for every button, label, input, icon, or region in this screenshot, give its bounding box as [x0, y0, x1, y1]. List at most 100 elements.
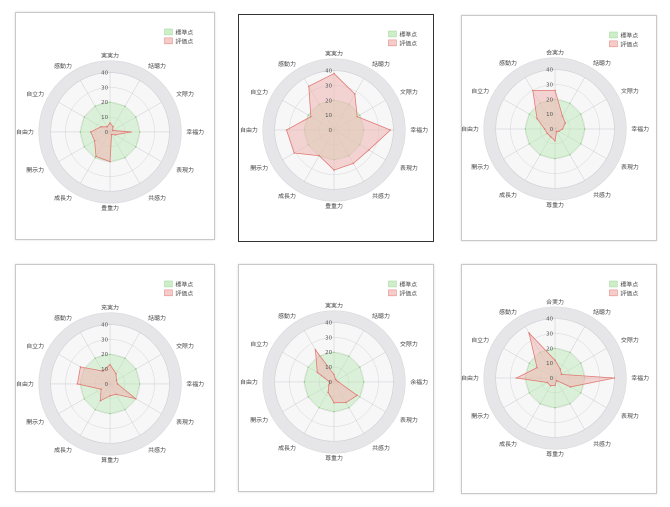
- evaluation-point: [554, 359, 556, 361]
- axis-label: 表現力: [621, 412, 639, 420]
- axis-label: 実実力: [325, 50, 343, 58]
- axis-label: 感動力: [499, 59, 517, 67]
- standard-point: [528, 362, 531, 364]
- evaluation-point: [110, 133, 113, 136]
- evaluation-point: [130, 131, 132, 133]
- evaluation-point: [134, 397, 137, 400]
- legend-standard-label: 標準点: [175, 28, 193, 36]
- radar-chart-panel-1: 0 10 20 30 40 実実力 話聴力 文際力 幸福力 表現力 共感力 豊重力 成長力 開示力 自由力 自…: [15, 12, 215, 240]
- evaluation-point: [531, 89, 534, 92]
- standard-point: [579, 113, 582, 115]
- standard-point: [528, 392, 531, 394]
- axis-label: 共感力: [148, 194, 166, 202]
- evaluation-point: [334, 378, 337, 381]
- radial-tick-label: 10: [101, 115, 108, 121]
- evaluation-point: [89, 131, 92, 133]
- axis-label: 自由力: [462, 125, 479, 133]
- axis-label: 成長力: [278, 444, 296, 452]
- evaluation-point: [106, 126, 108, 128]
- radial-tick-label: 20: [325, 98, 332, 104]
- standard-point: [539, 402, 541, 405]
- standard-point: [109, 101, 111, 104]
- evaluation-point: [310, 115, 312, 118]
- axis-label: 幸福力: [186, 380, 204, 388]
- legend-standard-swatch: [609, 31, 618, 39]
- radial-tick-label: 40: [325, 69, 332, 75]
- radial-tick-label: 0: [105, 382, 109, 388]
- evaluation-point: [549, 384, 552, 387]
- axis-label: 話聴力: [593, 308, 611, 316]
- radial-tick-label: 30: [325, 335, 332, 341]
- standard-point: [579, 143, 582, 145]
- axis-label: 表現力: [400, 416, 418, 424]
- evaluation-point: [115, 372, 117, 375]
- axis-label: 尊重力: [546, 450, 564, 458]
- standard-point: [307, 114, 310, 116]
- evaluation-point: [356, 394, 358, 397]
- standard-point: [134, 145, 137, 148]
- axis-label: 開示力: [250, 164, 268, 172]
- standard-point: [362, 381, 365, 383]
- axis-label: 表現力: [176, 418, 194, 426]
- standard-point: [138, 383, 141, 385]
- legend-evaluation-swatch: [388, 289, 397, 297]
- evaluation-point: [100, 126, 102, 128]
- legend-evaluation-label: 評価点: [620, 289, 638, 297]
- axis-label: 話聴力: [593, 59, 611, 67]
- axis-label: 話聴力: [372, 60, 390, 68]
- standard-point: [307, 366, 310, 368]
- evaluation-point: [95, 155, 97, 158]
- legend-evaluation-swatch: [164, 37, 173, 45]
- radial-tick-label: 20: [101, 352, 108, 358]
- standard-point: [569, 153, 571, 156]
- standard-point: [524, 128, 527, 130]
- radial-tick-label: 40: [325, 321, 332, 327]
- radial-tick-label: 0: [329, 128, 333, 134]
- standard-point: [569, 102, 571, 105]
- evaluation-point: [316, 371, 319, 374]
- axis-label: 幸福力: [410, 126, 428, 134]
- axis-label: 尊重力: [325, 454, 343, 462]
- axis-label: 交際力: [176, 342, 194, 350]
- standard-point: [79, 131, 82, 133]
- axis-label: 自立力: [250, 88, 268, 96]
- axis-label: 交際力: [400, 340, 418, 348]
- axis-label: 実実力: [325, 302, 343, 310]
- axis-label: 共感力: [148, 446, 166, 454]
- radial-tick-label: 10: [325, 365, 332, 371]
- evaluation-point: [116, 383, 119, 385]
- standard-point: [348, 406, 350, 409]
- standard-point: [554, 157, 556, 160]
- evaluation-point: [115, 393, 117, 396]
- evaluation-point: [307, 85, 310, 88]
- evaluation-point: [536, 366, 538, 369]
- standard-point: [94, 357, 96, 359]
- evaluation-point: [613, 377, 616, 379]
- evaluation-point: [569, 386, 572, 388]
- legend-standard-label: 標準点: [620, 280, 638, 288]
- evaluation-point: [352, 162, 355, 165]
- standard-point: [583, 128, 586, 130]
- evaluation-point: [114, 134, 116, 136]
- axis-label: 自立力: [250, 340, 268, 348]
- evaluation-point: [109, 160, 111, 163]
- evaluation-point: [564, 122, 567, 124]
- axis-label: 感動力: [54, 314, 72, 322]
- legend-standard-label: 標準点: [175, 280, 193, 288]
- standard-point: [539, 153, 541, 156]
- radial-tick-label: 40: [101, 71, 108, 77]
- axis-label: 自由力: [16, 380, 34, 388]
- standard-point: [94, 408, 96, 411]
- evaluation-point: [293, 152, 295, 154]
- standard-point: [134, 116, 137, 118]
- radar-chart-panel-5: 0 10 20 30 40 実実力 話聴力 交際力 余福力 表現力 共感力 尊重力 成長力 開示力 自由力 自…: [238, 264, 434, 492]
- radial-tick-label: 30: [101, 337, 108, 343]
- axis-label: 話聴力: [148, 62, 166, 70]
- radial-tick-label: 40: [101, 323, 108, 329]
- radial-tick-label: 20: [325, 350, 332, 356]
- evaluation-point: [109, 395, 111, 397]
- axis-label: 感動力: [499, 308, 517, 316]
- legend-standard-swatch: [388, 280, 397, 288]
